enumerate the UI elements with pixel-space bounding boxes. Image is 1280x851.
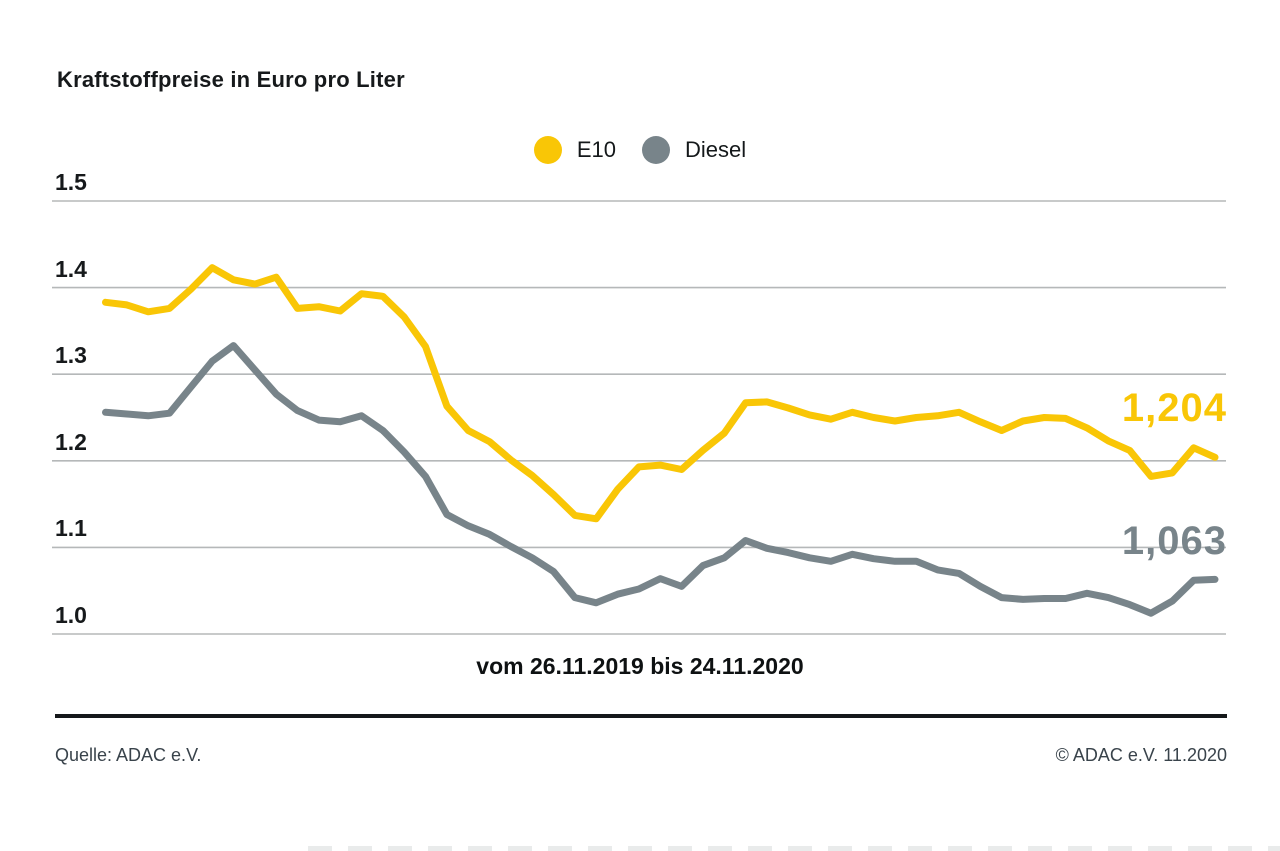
chart-title: Kraftstoffpreise in Euro pro Liter (57, 67, 405, 92)
footer-divider (55, 714, 1227, 718)
y-axis-tick-1-3: 1.3 (55, 342, 87, 368)
legend: E10 Diesel (0, 136, 1280, 164)
diesel-end-value-label: 1,063 (1121, 519, 1227, 563)
e10-end-value-label: 1,204 (1121, 386, 1227, 430)
y-axis-tick-1-0: 1.0 (55, 602, 87, 628)
copyright-text: © ADAC e.V. 11.2020 (1055, 745, 1227, 765)
diesel-swatch-icon (642, 136, 670, 164)
legend-item-diesel: Diesel (642, 136, 746, 164)
legend-item-e10: E10 (533, 136, 616, 164)
diesel-line (102, 342, 1219, 617)
source-text: Quelle: ADAC e.V. (55, 745, 202, 765)
y-axis-tick-1-1: 1.1 (55, 515, 87, 541)
y-axis-tick-1-4: 1.4 (55, 256, 87, 282)
y-axis-tick-1-5: 1.5 (55, 169, 87, 195)
e10-swatch-icon (533, 136, 562, 164)
e10-line (102, 264, 1219, 523)
legend-label-e10: E10 (576, 137, 616, 162)
x-axis-label: vom 26.11.2019 bis 24.11.2020 (476, 653, 804, 679)
cropped-bottom-artifact (308, 846, 1280, 851)
y-axis-tick-1-2: 1.2 (55, 429, 87, 455)
legend-label-diesel: Diesel (685, 137, 747, 162)
